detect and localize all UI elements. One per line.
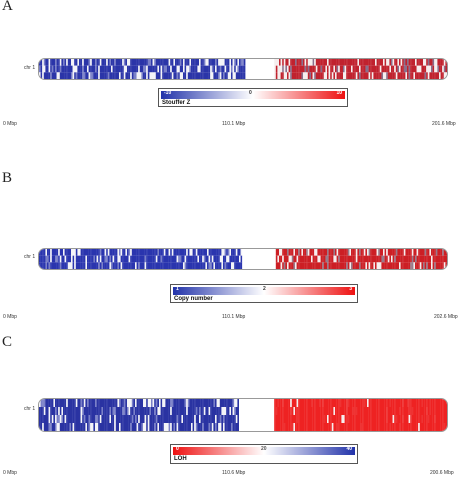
legend-max: 10: [336, 90, 342, 96]
axis-end-label: 201.6 Mbp: [432, 121, 456, 127]
panel-a: A chr 1 -10 0 10 Stouffer Z 0 Mbp 110.1 …: [0, 0, 474, 159]
legend-min: 0: [176, 446, 179, 452]
legend-gradient: 0 20 40: [173, 446, 355, 455]
axis-end-label: 202.6 Mbp: [434, 314, 458, 320]
legend-max: 40: [346, 446, 352, 452]
axis-mid-label: 110.1 Mbp: [222, 314, 246, 320]
legend-gradient: -10 0 10: [161, 90, 345, 99]
axis-end-label: 200.6 Mbp: [430, 470, 454, 476]
legend-min: -10: [164, 90, 172, 96]
chromosome-label: chr 1: [24, 254, 36, 260]
panel-b: B chr 1 1 2 3 Copy number 0 Mbp 110.1 Mb…: [0, 170, 474, 331]
heatmap-stripes: [39, 59, 447, 79]
heatmap-stripes: [39, 399, 447, 431]
panel-letter: A: [2, 0, 13, 14]
axis-mid-label: 110.1 Mbp: [222, 121, 246, 127]
axis-start-label: 0 Mbp: [3, 470, 17, 476]
panel-letter: B: [2, 170, 13, 186]
legend-title: Stouffer Z: [162, 100, 191, 106]
chromosome-label: chr 1: [24, 406, 36, 412]
legend-mid: 2: [263, 286, 266, 292]
chromosome-heatmap: [38, 58, 448, 80]
chromosome-heatmap: [38, 248, 448, 270]
legend-min: 1: [176, 286, 179, 292]
legend-mid: 0: [249, 90, 252, 96]
legend-gradient: 1 2 3: [173, 286, 355, 295]
legend-title: Copy number: [174, 296, 213, 302]
axis-start-label: 0 Mbp: [3, 121, 17, 127]
heatmap-stripes: [39, 249, 447, 269]
panel-letter: C: [2, 334, 13, 350]
axis-mid-label: 110.6 Mbp: [222, 470, 246, 476]
color-legend: -10 0 10 Stouffer Z: [158, 88, 348, 107]
panel-c: C chr 1 0 20 40 LOH 0 Mbp 110.6 Mbp 200.…: [0, 334, 474, 495]
axis-start-label: 0 Mbp: [3, 314, 17, 320]
chromosome-heatmap: [38, 398, 448, 432]
color-legend: 0 20 40 LOH: [170, 444, 358, 464]
legend-mid: 20: [261, 446, 267, 452]
legend-title: LOH: [174, 456, 187, 462]
legend-max: 3: [349, 286, 352, 292]
color-legend: 1 2 3 Copy number: [170, 284, 358, 303]
chromosome-label: chr 1: [24, 65, 36, 71]
